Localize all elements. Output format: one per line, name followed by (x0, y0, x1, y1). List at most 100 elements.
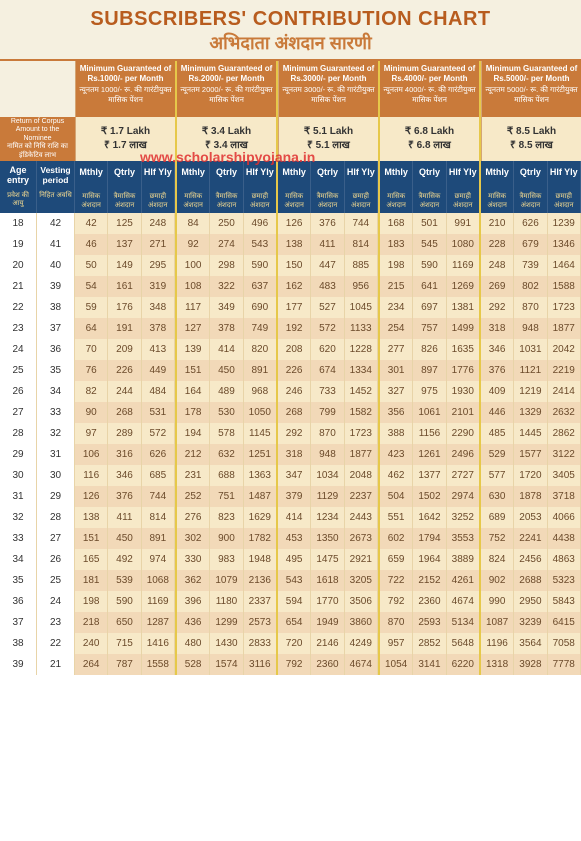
data-cell: 3564 (514, 633, 547, 654)
data-cell: 2632 (548, 402, 581, 423)
data-cell: 3405 (548, 465, 581, 486)
data-cell: 411 (311, 234, 344, 255)
data-cell: 446 (481, 402, 514, 423)
data-cell: 1723 (345, 423, 378, 444)
data-cell: 733 (311, 381, 344, 402)
data-cell: 897 (413, 360, 446, 381)
age-cell: 28 (0, 423, 37, 444)
data-cell: 1080 (447, 234, 481, 255)
data-cell: 1642 (413, 507, 446, 528)
data-cell: 674 (311, 360, 344, 381)
data-cell: 218 (75, 612, 108, 633)
data-cell: 252 (175, 486, 210, 507)
data-cell: 824 (481, 549, 514, 570)
data-cell: 64 (75, 318, 108, 339)
data-cell: 527 (311, 297, 344, 318)
table-row: 3822240715141648014302833720214642499572… (0, 633, 581, 654)
data-cell: 528 (175, 654, 210, 675)
table-row: 3030116346685231688136334710342048462137… (0, 465, 581, 486)
data-cell: 1169 (447, 255, 481, 276)
data-cell: 215 (378, 276, 413, 297)
data-cell: 715 (108, 633, 141, 654)
data-cell: 318 (278, 444, 311, 465)
data-cell: 2152 (413, 570, 446, 591)
guarantee-label: Minimum Guaranteed of Rs.4000/- per Mont… (380, 61, 479, 117)
data-cell: 246 (278, 381, 311, 402)
data-cell: 679 (514, 234, 547, 255)
data-cell: 4674 (447, 591, 481, 612)
data-cell: 2833 (244, 633, 278, 654)
data-cell: 137 (108, 234, 141, 255)
subheader-hi-h: छमाही अंशदान (142, 189, 175, 213)
data-cell: 150 (278, 255, 311, 276)
subheader-hi-q: त्रैमासिक अंशदान (108, 189, 141, 213)
data-cell: 254 (378, 318, 413, 339)
subheader-hi-h: छमाही अंशदान (244, 189, 278, 213)
data-cell: 3116 (244, 654, 278, 675)
data-cell: 751 (210, 486, 243, 507)
data-cell: 301 (378, 360, 413, 381)
data-cell: 108 (175, 276, 210, 297)
data-cell: 2974 (447, 486, 481, 507)
data-cell: 330 (175, 549, 210, 570)
data-cell: 42 (75, 213, 108, 234)
data-cell: 292 (278, 423, 311, 444)
data-cell: 3928 (514, 654, 547, 675)
data-cell: 551 (378, 507, 413, 528)
data-cell: 5323 (548, 570, 581, 591)
data-cell: 100 (175, 255, 210, 276)
data-cell: 302 (175, 528, 210, 549)
data-cell: 3553 (447, 528, 481, 549)
data-cell: 757 (413, 318, 446, 339)
data-cell: 1588 (548, 276, 581, 297)
data-cell: 378 (210, 318, 243, 339)
column-headers-hi: प्रवेश की आयु निहित अवधि मासिक अंशदानत्र… (0, 189, 581, 213)
data-cell: 414 (278, 507, 311, 528)
data-cell: 138 (75, 507, 108, 528)
data-cell: 1782 (244, 528, 278, 549)
data-cell: 787 (108, 654, 141, 675)
data-cell: 127 (175, 318, 210, 339)
data-cell: 891 (244, 360, 278, 381)
data-cell: 192 (278, 318, 311, 339)
data-cell: 659 (378, 549, 413, 570)
data-cell: 2443 (345, 507, 378, 528)
data-cell: 545 (413, 234, 446, 255)
data-cell: 2414 (548, 381, 581, 402)
data-table-body: 1842421252488425049612637674416850199121… (0, 213, 581, 675)
title-english: SUBSCRIBERS' CONTRIBUTION CHART (0, 8, 581, 31)
data-cell: 697 (413, 297, 446, 318)
data-cell: 1770 (311, 591, 344, 612)
subheader-m: Mthly (75, 161, 108, 189)
vest-cell: 34 (37, 381, 75, 402)
data-cell: 991 (447, 213, 481, 234)
data-cell: 1050 (244, 402, 278, 423)
data-cell: 1068 (142, 570, 175, 591)
data-cell: 2360 (311, 654, 344, 675)
data-cell: 1261 (413, 444, 446, 465)
subheader-h: Hlf Yly (345, 161, 378, 189)
data-cell: 501 (413, 213, 446, 234)
data-cell: 799 (311, 402, 344, 423)
data-cell: 277 (378, 339, 413, 360)
data-cell: 2290 (447, 423, 481, 444)
data-cell: 2593 (413, 612, 446, 633)
age-cell: 27 (0, 402, 37, 423)
data-cell: 378 (142, 318, 175, 339)
data-cell: 322 (210, 276, 243, 297)
subheader-m: Mthly (378, 161, 413, 189)
data-cell: 423 (378, 444, 413, 465)
age-cell: 33 (0, 528, 37, 549)
data-cell: 957 (378, 633, 413, 654)
vest-cell: 24 (37, 591, 75, 612)
data-cell: 346 (481, 339, 514, 360)
age-cell: 22 (0, 297, 37, 318)
data-cell: 483 (311, 276, 344, 297)
data-cell: 46 (75, 234, 108, 255)
data-cell: 823 (210, 507, 243, 528)
table-row: 2436702094131394148202086201228277826163… (0, 339, 581, 360)
data-cell: 453 (278, 528, 311, 549)
data-cell: 228 (481, 234, 514, 255)
data-cell: 209 (108, 339, 141, 360)
data-cell: 744 (142, 486, 175, 507)
